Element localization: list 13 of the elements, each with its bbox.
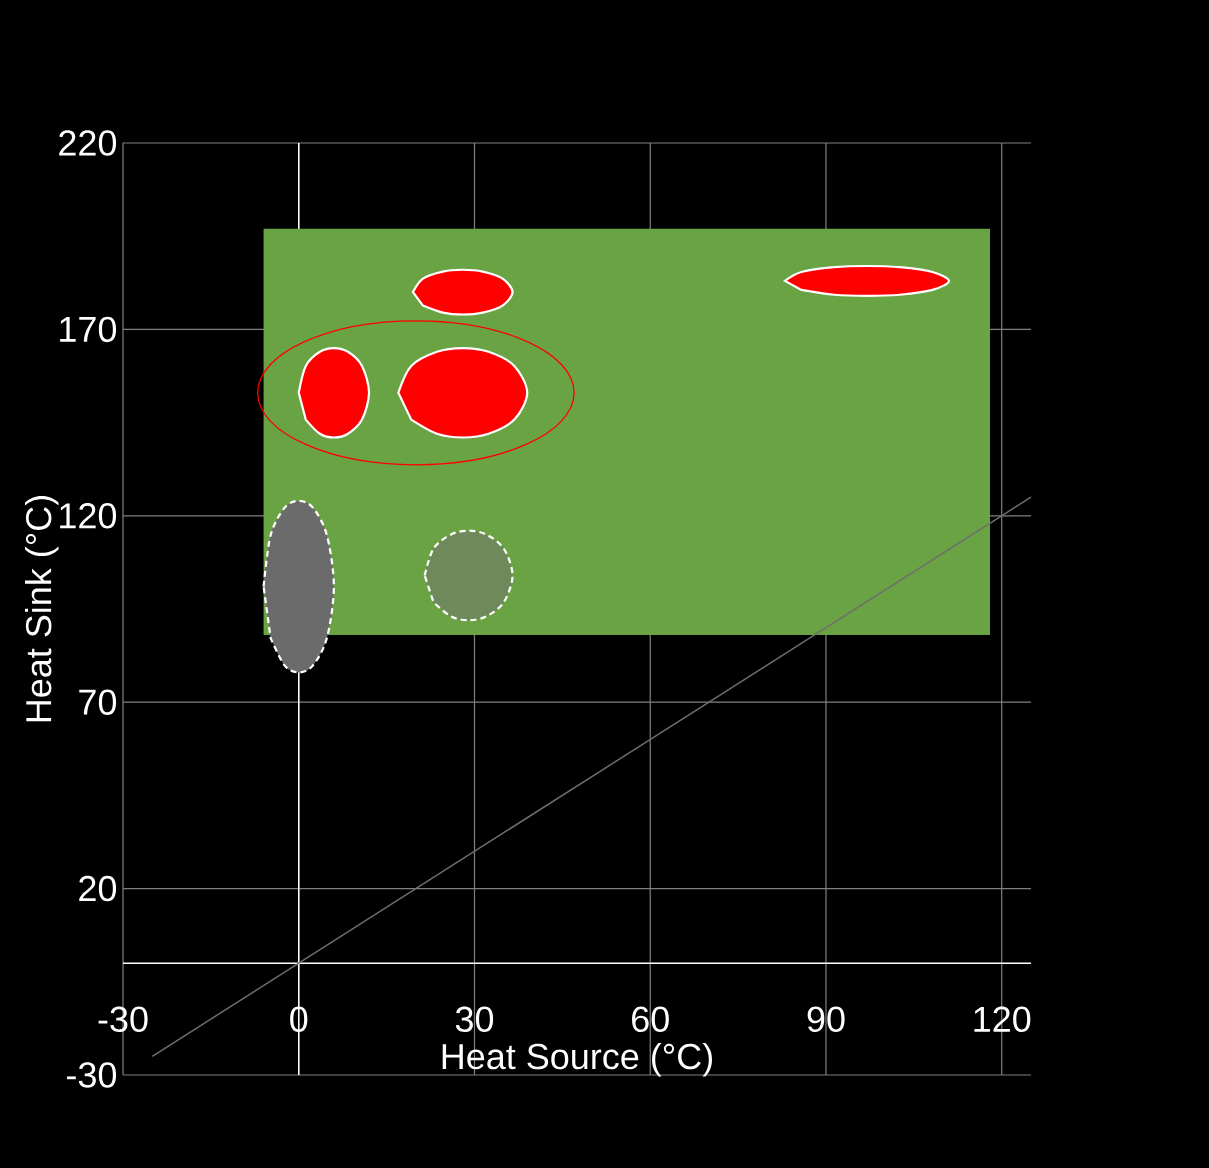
x-tick-label: 30 [455,1006,494,1033]
y-axis-title: Heat Sink (°C) [25,496,59,722]
x-tick-label: 90 [807,1006,845,1033]
y-tick-label: 120 [60,503,117,529]
x-axis-title: Heat Source (°C) [442,1042,712,1077]
y-tick-label: -30 [67,1062,117,1088]
x-tick-label: 120 [974,1006,1031,1033]
y-tick-label: 20 [79,875,117,902]
x-tick-label: -30 [98,1006,148,1033]
y-tick-label: 70 [79,689,117,715]
y-tick-label: 170 [60,316,117,343]
x-tick-label: 60 [632,1006,669,1033]
y-tick-label: 220 [59,130,117,156]
